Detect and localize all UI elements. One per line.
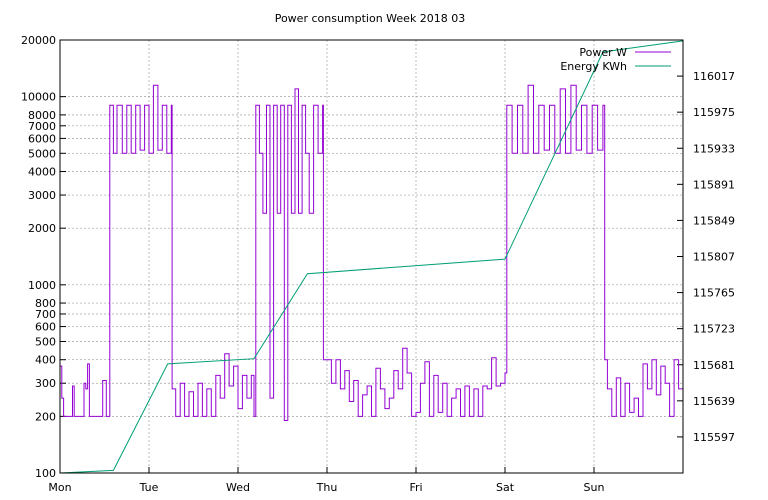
- y-left-tick-label: 10000: [21, 91, 56, 104]
- y-left-tick-label: 100: [35, 467, 56, 480]
- y-left-tick-label: 4000: [28, 166, 56, 179]
- y-right-tick-label: 115765: [693, 287, 735, 300]
- y-left-tick-label: 200: [35, 410, 56, 423]
- chart-title: Power consumption Week 2018 03: [275, 12, 466, 25]
- x-tick-label: Tue: [139, 481, 159, 494]
- y-left-tick-label: 8000: [28, 109, 56, 122]
- y-left-tick-label: 5000: [28, 147, 56, 160]
- series-line-1: [60, 84, 683, 421]
- series-lines: [59, 40, 684, 474]
- y-right-tick-label: 115681: [693, 359, 735, 372]
- y-left-tick-label: 400: [35, 354, 56, 367]
- y-left-tick-label: 7000: [28, 120, 56, 133]
- y-left-tick-label: 1000: [28, 279, 56, 292]
- legend-label-1: Power W: [579, 46, 627, 59]
- y-right-tick-label: 115975: [693, 106, 735, 119]
- series-line-2: [59, 40, 684, 474]
- x-axis: Mon Tue Wed Thu Fri Sat Sun: [48, 481, 604, 494]
- x-tick-label: Thu: [316, 481, 338, 494]
- y-right-tick-label: 116017: [693, 70, 735, 83]
- x-tick-label: Sun: [584, 481, 605, 494]
- y-left-tick-label: 700: [35, 308, 56, 321]
- y-left-tick-label: 6000: [28, 132, 56, 145]
- y-right-tick-label: 115723: [693, 323, 735, 336]
- y-left-tick-label: 500: [35, 335, 56, 348]
- y-right-tick-label: 115597: [693, 431, 735, 444]
- y-left-tick-label: 2000: [28, 222, 56, 235]
- y-left-tick-label: 3000: [28, 189, 56, 202]
- y-left-tick-label: 800: [35, 297, 56, 310]
- y-right-tick-label: 115807: [693, 251, 735, 264]
- y-left-tick-label: 600: [35, 321, 56, 334]
- y-left-tick-label: 20000: [21, 34, 56, 47]
- x-tick-label: Fri: [409, 481, 422, 494]
- x-tick-label: Sat: [496, 481, 515, 494]
- x-tick-label: Mon: [48, 481, 71, 494]
- plot-frame: [59, 39, 684, 474]
- y-axis-right: 115597 115639 115681 115723 115765 115807 1158…: [693, 70, 735, 444]
- y-right-tick-label: 115933: [693, 142, 735, 155]
- y-right-tick-label: 115891: [693, 178, 735, 191]
- x-tick-label: Wed: [226, 481, 250, 494]
- y-right-tick-label: 115639: [693, 395, 735, 408]
- y-right-tick-label: 115849: [693, 214, 735, 227]
- y-left-tick-label: 300: [35, 377, 56, 390]
- legend-label-2: Energy KWh: [560, 60, 627, 73]
